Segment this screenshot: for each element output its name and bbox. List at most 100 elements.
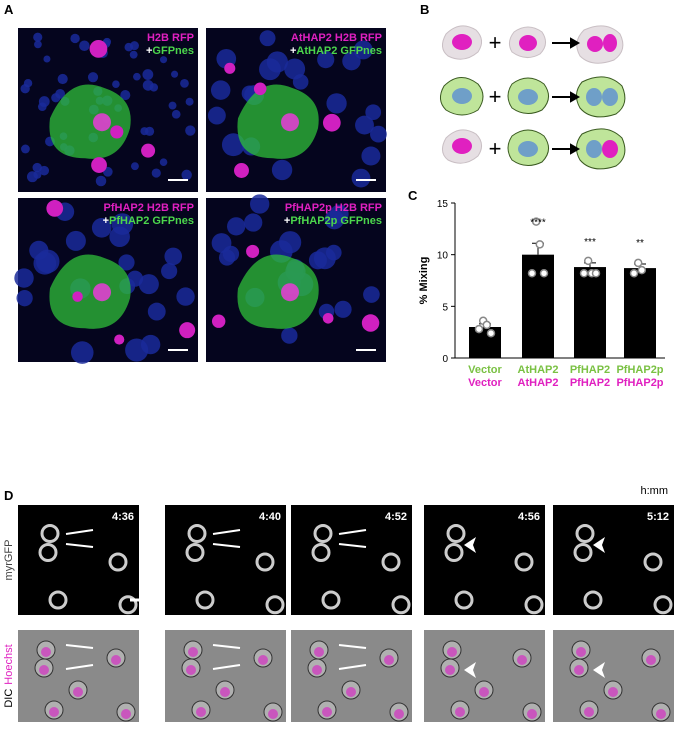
arrow (212, 543, 241, 548)
timelapse-frame (18, 505, 139, 615)
rfp-nucleus (110, 125, 124, 139)
nucleus (281, 327, 298, 344)
nucleus (185, 97, 194, 106)
nucleus (159, 158, 168, 166)
nucleus (342, 51, 361, 71)
image-label-green: PfHAP2 GFPnes (109, 215, 194, 227)
nucleus (125, 338, 149, 362)
gfp-cell (653, 595, 673, 615)
nucleus (130, 162, 139, 171)
nucleus (118, 254, 135, 271)
hoechst-nucleus (196, 707, 206, 717)
timestamp: 4:36 (112, 511, 134, 523)
nucleus (221, 133, 245, 157)
nucleus (334, 300, 352, 318)
arrowhead (593, 537, 605, 553)
nucleus (39, 165, 50, 176)
panel-label: A (4, 2, 14, 17)
data-point (591, 269, 601, 278)
hoechst-nucleus (220, 687, 230, 697)
data-point (482, 320, 492, 330)
plus: + (284, 215, 290, 227)
gfp-cell (643, 552, 663, 572)
hoechst-nucleus (73, 687, 83, 697)
plus: + (489, 30, 502, 55)
nucleus (164, 247, 183, 266)
significance: **** (530, 217, 546, 228)
rfp-nucleus (72, 291, 83, 302)
hoechst-nucleus (41, 647, 51, 657)
nucleus (70, 341, 94, 364)
x-tick-label: PfHAP2 (570, 377, 610, 389)
nucleus (79, 40, 90, 51)
panel-label: C (408, 188, 418, 203)
rfp-nucleus (46, 200, 64, 217)
rfp-nucleus (253, 82, 267, 96)
data-point (486, 328, 496, 338)
nucleus (227, 217, 246, 236)
hoechst-nucleus (39, 665, 49, 675)
nucleus (33, 170, 42, 179)
hoechst-nucleus (322, 707, 332, 717)
nucleus (176, 287, 195, 306)
x-tick-label: AtHAP2 (518, 364, 559, 376)
hoechst-nucleus (479, 687, 489, 697)
hoechst-nucleus (447, 647, 457, 657)
nucleus (43, 55, 51, 63)
arrow (212, 644, 241, 649)
hoechst-nucleus (111, 655, 121, 665)
gfp-cell (575, 524, 595, 543)
panel-label: B (420, 2, 429, 17)
rfp-nucleus (361, 314, 380, 332)
gfp-cell (48, 590, 68, 610)
nucleus (129, 50, 138, 59)
arrow (338, 664, 367, 670)
y-axis-label: % Mixing (418, 257, 430, 305)
image-label: PfHAP2p H2B RFP (285, 202, 382, 214)
hoechst-nucleus (584, 707, 594, 717)
hoechst-nucleus (258, 655, 268, 665)
hoechst-nucleus (608, 687, 618, 697)
timestamp: 4:56 (518, 511, 540, 523)
row-label: myrGFP (3, 540, 15, 581)
gfp-cell (583, 590, 603, 610)
nucleus (95, 175, 107, 187)
nucleus (87, 72, 99, 83)
nucleus (207, 106, 226, 125)
nucleus (181, 169, 192, 181)
image-label-green: GFPnes (152, 45, 194, 57)
gfp-cell (514, 552, 534, 572)
rfp-nucleus (246, 244, 260, 258)
nucleus (259, 58, 281, 81)
arrow (212, 529, 241, 535)
row-label-dic: DIC (3, 689, 15, 708)
rfp-nucleus (179, 322, 196, 339)
x-tick-label: PfHAP2p (616, 377, 663, 389)
gfp-cell (49, 254, 131, 329)
hoechst-nucleus (314, 647, 324, 657)
rfp-nucleus (91, 157, 107, 173)
hoechst-nucleus (384, 655, 394, 665)
gfp-cell (446, 524, 466, 543)
rfp-nucleus (89, 39, 108, 58)
arrowhead (464, 662, 476, 678)
image-label: +PfHAP2 GFPnes (103, 215, 194, 227)
arrowhead (464, 537, 476, 553)
nucleus (70, 33, 80, 44)
row-label: DIC Hoechst (3, 644, 15, 707)
nucleus (171, 70, 179, 78)
data-point (527, 269, 537, 278)
nucleus (91, 217, 112, 238)
nucleus (142, 79, 154, 91)
hoechst-nucleus (455, 707, 465, 717)
nucleus (142, 69, 154, 80)
gfp-cell (38, 543, 58, 562)
timelapse-frame (553, 505, 674, 615)
x-tick-label: AtHAP2 (518, 377, 559, 389)
data-point (531, 217, 541, 226)
timestamp: 4:40 (259, 511, 281, 523)
hoechst-nucleus (576, 647, 586, 657)
